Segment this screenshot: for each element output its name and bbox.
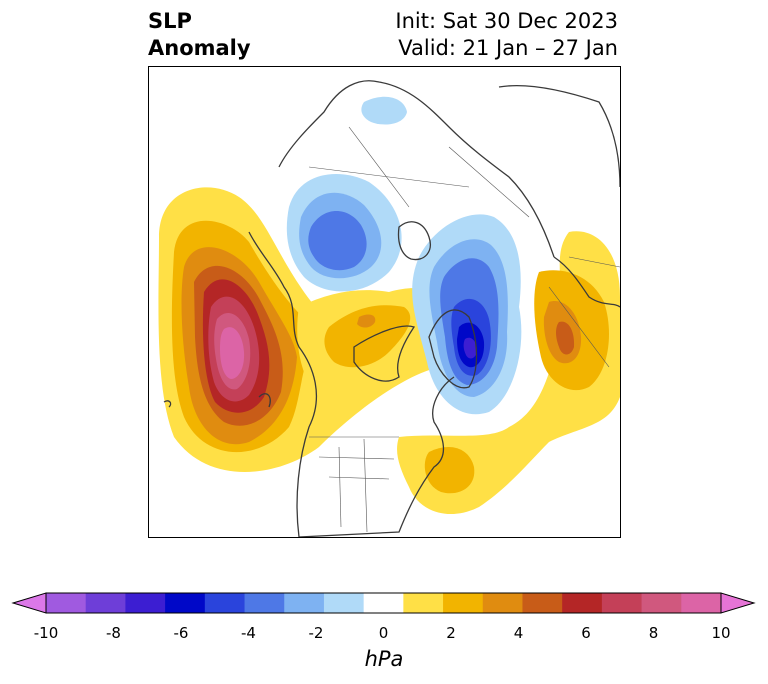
colorbar-segment [204,593,246,613]
siberia-low-anomaly [286,96,407,292]
colorbar-left-extension [11,592,47,614]
chart-title: SLP Anomaly [148,8,251,62]
colorbar-segment [363,593,404,613]
colorbar-segment [443,593,484,613]
colorbar-units-label: hPa [364,647,404,671]
colorbar-segment [562,593,603,613]
colorbar-tick-label: -10 [33,624,59,642]
colorbar-right-extension [720,592,756,614]
forecast-dates: Init: Sat 30 Dec 2023 Valid: 21 Jan – 27… [395,8,618,62]
colorbar-segment [403,593,444,613]
colorbar-tick-label: -6 [173,624,189,642]
title-variable-line2: Anomaly [148,36,251,60]
colorbar-tick-label: 10 [711,624,731,642]
colorbar-segment [85,593,126,613]
anomaly-map [148,66,621,538]
map-canvas [158,80,620,537]
colorbar-segment [46,593,87,613]
colorbar-tick-label: 6 [581,624,591,642]
colorbar-segment [125,593,166,613]
colorbar-segment [284,593,325,613]
colorbar-tick-label: 8 [648,624,659,642]
valid-date-label: Valid: 21 Jan – 27 Jan [398,36,618,60]
colorbar [11,592,756,614]
init-date-label: Init: Sat 30 Dec 2023 [395,9,618,33]
colorbar-segment [601,593,643,613]
colorbar-segment [641,593,682,613]
colorbar-segment [323,593,365,613]
atlantic-high-anomaly [397,231,620,515]
colorbar-segment [165,593,206,613]
colorbar-segments [45,592,722,614]
colorbar-tick-label: -2 [308,624,324,642]
colorbar-segment [482,593,523,613]
colorbar-segment [522,593,563,613]
colorbar-tick-label: 2 [446,624,456,642]
canada-positive-band [297,288,439,411]
title-variable-line1: SLP [148,9,192,33]
colorbar-tick-label: -4 [241,624,256,642]
colorbar-segment [681,593,722,613]
colorbar-tick-label: 0 [378,624,389,642]
colorbar-tick-label: 4 [513,624,524,642]
land-outlines [163,80,620,537]
country-borders [308,126,620,533]
colorbar-segment [244,593,285,613]
colorbar-tick-label: -8 [106,624,121,642]
